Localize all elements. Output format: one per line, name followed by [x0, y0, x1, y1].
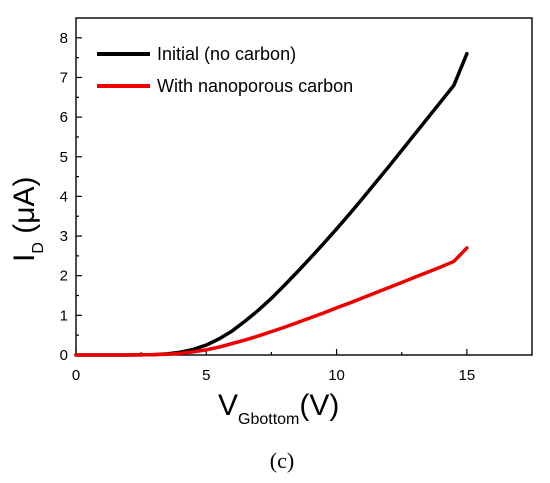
y-tick-label: 5 — [60, 149, 68, 166]
legend-label-series-0: Initial (no carbon) — [157, 44, 296, 64]
y-tick-label: 2 — [60, 268, 68, 285]
series-layer — [74, 51, 469, 357]
x-tick-label: 15 — [459, 367, 476, 384]
x-axis-title-unit: (V) — [299, 389, 339, 422]
y-axis-title: ID (μA) — [8, 176, 47, 262]
y-axis-ticks: 0 1 2 3 4 5 6 7 8 — [60, 30, 82, 364]
y-tick-label: 1 — [60, 307, 68, 324]
y-tick-label: 0 — [60, 347, 68, 364]
x-tick-label: 5 — [202, 367, 210, 384]
y-tick-label: 3 — [60, 228, 68, 245]
y-axis-title-sub: D — [30, 242, 47, 254]
y-tick-label: 6 — [60, 109, 68, 126]
y-tick-label: 7 — [60, 69, 68, 86]
y-axis-title-main: I — [8, 254, 41, 262]
series-line-0 — [74, 51, 469, 357]
x-axis-title-main: V — [218, 389, 238, 422]
y-tick-label: 8 — [60, 30, 68, 47]
legend-label-series-1: With nanoporous carbon — [157, 76, 353, 96]
x-tick-label: 10 — [328, 367, 345, 384]
y-axis-title-group: ID (μA) — [8, 176, 47, 262]
legend: Initial (no carbon) With nanoporous carb… — [97, 44, 353, 96]
x-tick-label: 0 — [72, 367, 80, 384]
y-axis-title-unit: (μA) — [8, 176, 41, 242]
series-line-1 — [74, 246, 469, 357]
x-axis-title-sub: Gbottom — [238, 411, 299, 428]
y-tick-label: 4 — [60, 188, 68, 205]
x-axis-title: VGbottom(V) — [218, 389, 339, 428]
figure-caption: (c) — [270, 448, 294, 473]
plot-frame — [75, 17, 533, 356]
